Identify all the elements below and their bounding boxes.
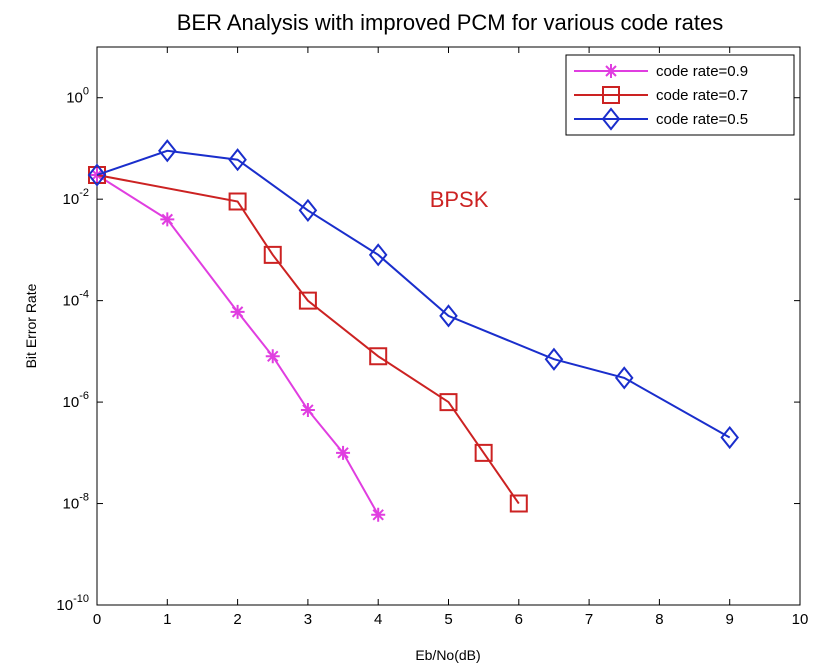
- annotation: BPSK: [430, 187, 489, 212]
- legend-marker: [601, 107, 621, 131]
- data-point: [298, 291, 317, 310]
- legend: code rate=0.9 code rate=0.7 code rate=0.5: [565, 54, 795, 136]
- y-tick-label: 10-4: [63, 289, 89, 310]
- x-tick-label: 2: [233, 611, 241, 628]
- data-point: [439, 393, 458, 412]
- y-axis-label: Bit Error Rate: [23, 283, 39, 368]
- y-tick-label: 10-6: [63, 390, 89, 411]
- y-tick-label: 100: [66, 86, 89, 107]
- legend-marker: [602, 86, 620, 104]
- data-point: [720, 425, 739, 450]
- x-tick-label: 3: [304, 611, 312, 628]
- y-tick-label: 10-10: [56, 593, 89, 614]
- data-point: [263, 245, 282, 264]
- x-tick-label: 1: [163, 611, 171, 628]
- x-tick-label: 10: [792, 611, 809, 628]
- x-tick-label: 9: [726, 611, 734, 628]
- data-point: [158, 139, 177, 163]
- data-point: [336, 445, 351, 460]
- data-point: [265, 349, 280, 364]
- data-point: [368, 243, 388, 267]
- data-point: [160, 212, 175, 227]
- x-tick-label: 7: [585, 611, 593, 628]
- x-axis-label: Eb/No(dB): [415, 647, 480, 663]
- legend-marker: [604, 64, 618, 78]
- data-point: [439, 304, 458, 328]
- legend-label: code rate=0.9: [656, 63, 748, 80]
- y-tick-label: 10-8: [63, 492, 89, 513]
- data-point: [371, 507, 386, 522]
- data-point: [474, 443, 493, 462]
- data-point: [230, 304, 245, 319]
- data-point: [544, 347, 564, 371]
- data-point: [298, 198, 318, 223]
- x-tick-label: 5: [444, 611, 452, 628]
- data-point: [87, 163, 107, 187]
- data-point: [509, 494, 528, 513]
- series-line: [96, 149, 731, 439]
- x-tick-label: 0: [93, 611, 101, 628]
- legend-label: code rate=0.5: [656, 111, 748, 128]
- data-point: [300, 402, 315, 417]
- legend-label: code rate=0.7: [656, 87, 748, 104]
- x-tick-label: 6: [515, 611, 523, 628]
- data-point: [228, 192, 247, 211]
- data-point: [614, 366, 634, 390]
- data-point: [228, 148, 247, 172]
- chart-title: BER Analysis with improved PCM for vario…: [177, 10, 724, 35]
- x-tick-label: 8: [655, 611, 663, 628]
- y-tick-label: 10-2: [63, 187, 89, 208]
- data-point: [369, 347, 388, 366]
- x-tick-label: 4: [374, 611, 382, 628]
